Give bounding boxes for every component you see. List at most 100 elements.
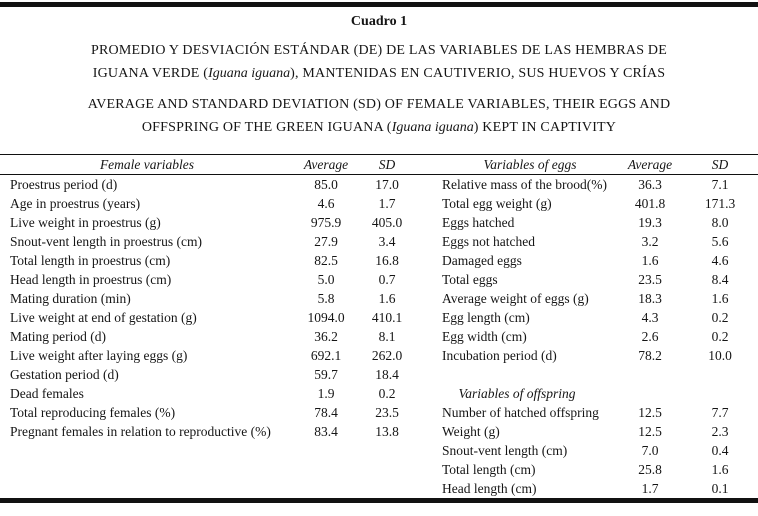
egg-average-value: 1.7 <box>641 481 659 496</box>
female-average-value: 36.2 <box>314 329 338 344</box>
title-english: AVERAGE AND STANDARD DEVIATION (SD) OF F… <box>0 93 758 139</box>
egg-variable-label: Weight (g) <box>442 424 500 439</box>
egg-variable-label: Head length (cm) <box>442 481 537 496</box>
table-row: Proestrus period (d) 85.0 17.0 Relative … <box>0 175 758 195</box>
female-variable-label: Total reproducing females (%) <box>10 405 176 420</box>
egg-average-value: 4.3 <box>641 310 659 325</box>
table-row: Total length in proestrus (cm) 82.5 16.8… <box>0 251 758 270</box>
title-en-line1: AVERAGE AND STANDARD DEVIATION (SD) OF F… <box>87 97 671 112</box>
female-average-value: 4.6 <box>317 196 335 211</box>
female-variable-label: Total length in proestrus (cm) <box>10 253 171 268</box>
table-row: Live weight at end of gestation (g) 1094… <box>0 308 758 327</box>
female-variable-label <box>0 441 294 460</box>
egg-variable-label: Total egg weight (g) <box>442 196 552 211</box>
egg-variable-label: Total length (cm) <box>442 462 536 477</box>
female-sd-value: 0.2 <box>378 386 396 401</box>
egg-average-value: 19.3 <box>638 215 662 230</box>
female-average-value: 85.0 <box>314 177 338 192</box>
table-row: Age in proestrus (years) 4.6 1.7 Total e… <box>0 194 758 213</box>
egg-sd-value: 10.0 <box>708 348 732 363</box>
table-header-row: Female variables Average SD Variables of… <box>0 154 758 175</box>
female-average-value: 1.9 <box>317 386 335 401</box>
title-es-line1: PROMEDIO Y DESVIACIÓN ESTÁNDAR (DE) DE L… <box>91 43 667 58</box>
data-table: Female variables Average SD Variables of… <box>0 154 758 503</box>
female-sd-value: 1.6 <box>378 291 396 306</box>
column-header-female-sd: SD <box>358 154 416 175</box>
egg-variable-label: Number of hatched offspring <box>442 405 599 420</box>
egg-average-value: 1.6 <box>641 253 659 268</box>
egg-sd-value <box>682 384 758 403</box>
egg-sd-value: 7.1 <box>711 177 729 192</box>
female-variable-label <box>0 479 294 501</box>
female-variable-label: Mating period (d) <box>10 329 106 344</box>
egg-sd-value: 5.6 <box>711 234 729 249</box>
offspring-section-subheader: Variables of offspring <box>458 386 576 401</box>
egg-variable-label: Egg length (cm) <box>442 310 530 325</box>
table-row: Live weight in proestrus (g) 975.9 405.0… <box>0 213 758 232</box>
egg-sd-value: 4.6 <box>711 253 729 268</box>
egg-sd-value: 7.7 <box>711 405 729 420</box>
column-header-egg-average: Average <box>618 154 682 175</box>
top-border-rule <box>0 2 758 7</box>
egg-sd-value <box>682 365 758 384</box>
egg-average-value: 18.3 <box>638 291 662 306</box>
female-sd-value: 23.5 <box>375 405 399 420</box>
egg-average-value <box>618 384 682 403</box>
female-variable-label: Proestrus period (d) <box>10 177 118 192</box>
egg-variable-label <box>416 365 618 384</box>
table-body: Proestrus period (d) 85.0 17.0 Relative … <box>0 175 758 501</box>
female-sd-value: 18.4 <box>375 367 399 382</box>
egg-sd-value: 1.6 <box>711 291 729 306</box>
female-variable-label: Live weight in proestrus (g) <box>10 215 161 230</box>
paper-table-page: Cuadro 1 PROMEDIO Y DESVIACIÓN ESTÁNDAR … <box>0 2 758 503</box>
female-variable-label: Age in proestrus (years) <box>10 196 141 211</box>
egg-variable-label: Eggs hatched <box>442 215 515 230</box>
female-sd-value: 8.1 <box>378 329 396 344</box>
egg-sd-value: 0.1 <box>711 481 729 496</box>
female-variable-label: Live weight at end of gestation (g) <box>10 310 197 325</box>
female-variable-label: Snout-vent length in proestrus (cm) <box>10 234 202 249</box>
female-average-value: 5.8 <box>317 291 335 306</box>
female-average-value: 975.9 <box>310 215 342 230</box>
female-sd-value <box>358 460 416 479</box>
egg-sd-value: 8.4 <box>711 272 729 287</box>
egg-sd-value: 1.6 <box>711 462 729 477</box>
female-average-value <box>294 460 358 479</box>
table-row: Head length in proestrus (cm) 5.0 0.7 To… <box>0 270 758 289</box>
table-row: Total length (cm) 25.8 1.6 <box>0 460 758 479</box>
female-sd-value: 405.0 <box>371 215 403 230</box>
egg-variable-label: Damaged eggs <box>442 253 522 268</box>
egg-average-value: 401.8 <box>634 196 666 211</box>
female-sd-value: 16.8 <box>375 253 399 268</box>
egg-average-value: 78.2 <box>638 348 662 363</box>
table-row: Mating period (d) 36.2 8.1 Egg width (cm… <box>0 327 758 346</box>
female-variable-label <box>0 460 294 479</box>
female-sd-value: 262.0 <box>371 348 403 363</box>
egg-sd-value: 0.4 <box>711 443 729 458</box>
female-average-value: 1094.0 <box>307 310 345 325</box>
egg-sd-value: 0.2 <box>711 310 729 325</box>
title-spanish: PROMEDIO Y DESVIACIÓN ESTÁNDAR (DE) DE L… <box>0 39 758 85</box>
column-header-egg-sd: SD <box>682 154 758 175</box>
female-sd-value <box>358 441 416 460</box>
female-sd-value: 1.7 <box>378 196 396 211</box>
female-variable-label: Mating duration (min) <box>10 291 131 306</box>
female-sd-value: 3.4 <box>378 234 396 249</box>
egg-sd-value: 8.0 <box>711 215 729 230</box>
female-average-value: 78.4 <box>314 405 338 420</box>
table-row: Live weight after laying eggs (g) 692.1 … <box>0 346 758 365</box>
table-row: Snout-vent length (cm) 7.0 0.4 <box>0 441 758 460</box>
egg-average-value: 25.8 <box>638 462 662 477</box>
female-variable-label: Gestation period (d) <box>10 367 119 382</box>
female-average-value: 59.7 <box>314 367 338 382</box>
table-row: Snout-vent length in proestrus (cm) 27.9… <box>0 232 758 251</box>
egg-average-value: 2.6 <box>641 329 659 344</box>
egg-variable-label: Snout-vent length (cm) <box>442 443 568 458</box>
egg-variable-label: Total eggs <box>442 272 498 287</box>
female-average-value: 82.5 <box>314 253 338 268</box>
species-name-es: Iguana iguana <box>208 66 291 81</box>
female-sd-value: 410.1 <box>371 310 403 325</box>
table-caption: Cuadro 1 <box>350 14 408 29</box>
egg-average-value: 3.2 <box>641 234 659 249</box>
table-row: Total reproducing females (%) 78.4 23.5 … <box>0 403 758 422</box>
